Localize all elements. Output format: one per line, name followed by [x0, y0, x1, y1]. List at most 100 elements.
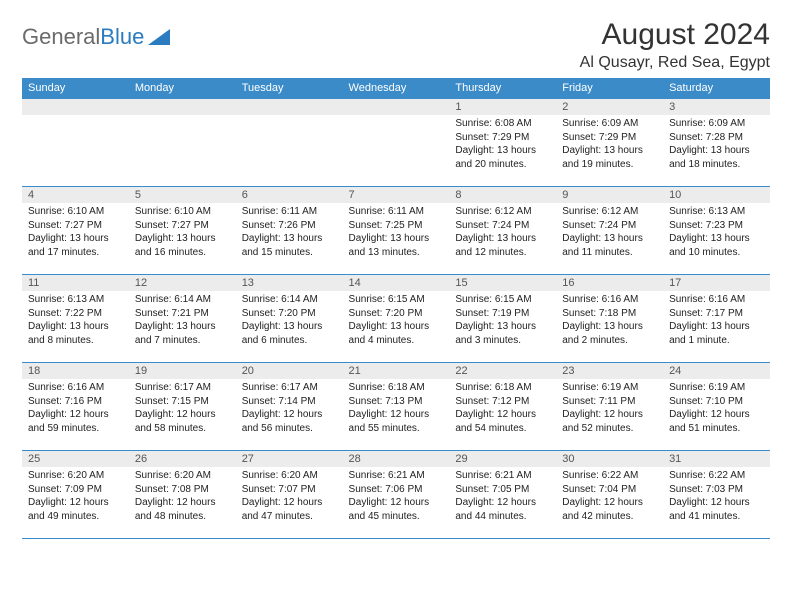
- sunrise-text: Sunrise: 6:14 AM: [242, 293, 337, 307]
- calendar-day-cell: 4Sunrise: 6:10 AMSunset: 7:27 PMDaylight…: [22, 187, 129, 275]
- day-number-row: 26: [129, 451, 236, 467]
- day-number-row: 15: [449, 275, 556, 291]
- day-number: 20: [236, 363, 343, 379]
- calendar-day-cell: 27Sunrise: 6:20 AMSunset: 7:07 PMDayligh…: [236, 451, 343, 539]
- weekday-header: Thursday: [449, 78, 556, 99]
- day-number: 11: [22, 275, 129, 291]
- daylight-text: Daylight: 13 hours and 17 minutes.: [28, 232, 123, 259]
- brand-triangle-icon: [148, 29, 170, 45]
- day-number-row: [236, 99, 343, 115]
- sunset-text: Sunset: 7:14 PM: [242, 395, 337, 409]
- day-info: Sunrise: 6:18 AMSunset: 7:12 PMDaylight:…: [449, 379, 556, 439]
- day-info: Sunrise: 6:19 AMSunset: 7:11 PMDaylight:…: [556, 379, 663, 439]
- sunset-text: Sunset: 7:18 PM: [562, 307, 657, 321]
- calendar-page: GeneralBlue August 2024 Al Qusayr, Red S…: [0, 0, 792, 539]
- day-number-row: 3: [663, 99, 770, 115]
- day-info: Sunrise: 6:12 AMSunset: 7:24 PMDaylight:…: [556, 203, 663, 263]
- day-info: Sunrise: 6:08 AMSunset: 7:29 PMDaylight:…: [449, 115, 556, 175]
- sunset-text: Sunset: 7:13 PM: [349, 395, 444, 409]
- day-number: 9: [556, 187, 663, 203]
- daylight-text: Daylight: 12 hours and 59 minutes.: [28, 408, 123, 435]
- day-info: Sunrise: 6:19 AMSunset: 7:10 PMDaylight:…: [663, 379, 770, 439]
- sunset-text: Sunset: 7:21 PM: [135, 307, 230, 321]
- weekday-header: Friday: [556, 78, 663, 99]
- day-info: Sunrise: 6:16 AMSunset: 7:18 PMDaylight:…: [556, 291, 663, 351]
- day-number-row: 30: [556, 451, 663, 467]
- day-number: 5: [129, 187, 236, 203]
- sunset-text: Sunset: 7:17 PM: [669, 307, 764, 321]
- day-number: 1: [449, 99, 556, 115]
- day-number-row: 29: [449, 451, 556, 467]
- day-number-row: 16: [556, 275, 663, 291]
- day-number: 23: [556, 363, 663, 379]
- sunrise-text: Sunrise: 6:15 AM: [455, 293, 550, 307]
- day-number: 17: [663, 275, 770, 291]
- calendar-day-cell: 1Sunrise: 6:08 AMSunset: 7:29 PMDaylight…: [449, 99, 556, 187]
- calendar-day-cell: 11Sunrise: 6:13 AMSunset: 7:22 PMDayligh…: [22, 275, 129, 363]
- sunset-text: Sunset: 7:23 PM: [669, 219, 764, 233]
- day-info: Sunrise: 6:14 AMSunset: 7:20 PMDaylight:…: [236, 291, 343, 351]
- day-number: 4: [22, 187, 129, 203]
- daylight-text: Daylight: 12 hours and 54 minutes.: [455, 408, 550, 435]
- daylight-text: Daylight: 13 hours and 13 minutes.: [349, 232, 444, 259]
- day-number: 21: [343, 363, 450, 379]
- day-number: 7: [343, 187, 450, 203]
- calendar-week-row: 18Sunrise: 6:16 AMSunset: 7:16 PMDayligh…: [22, 363, 770, 451]
- calendar-day-cell: 22Sunrise: 6:18 AMSunset: 7:12 PMDayligh…: [449, 363, 556, 451]
- day-number-row: 21: [343, 363, 450, 379]
- sunrise-text: Sunrise: 6:20 AM: [242, 469, 337, 483]
- brand-word-1: General: [22, 24, 100, 50]
- calendar-day-cell: 24Sunrise: 6:19 AMSunset: 7:10 PMDayligh…: [663, 363, 770, 451]
- daylight-text: Daylight: 13 hours and 8 minutes.: [28, 320, 123, 347]
- calendar-day-cell: 31Sunrise: 6:22 AMSunset: 7:03 PMDayligh…: [663, 451, 770, 539]
- day-number-row: 22: [449, 363, 556, 379]
- day-number: 19: [129, 363, 236, 379]
- day-info: Sunrise: 6:12 AMSunset: 7:24 PMDaylight:…: [449, 203, 556, 263]
- sunrise-text: Sunrise: 6:15 AM: [349, 293, 444, 307]
- weekday-header: Monday: [129, 78, 236, 99]
- weekday-header: Saturday: [663, 78, 770, 99]
- day-number: 26: [129, 451, 236, 467]
- sunset-text: Sunset: 7:15 PM: [135, 395, 230, 409]
- sunset-text: Sunset: 7:29 PM: [562, 131, 657, 145]
- sunset-text: Sunset: 7:08 PM: [135, 483, 230, 497]
- sunrise-text: Sunrise: 6:10 AM: [28, 205, 123, 219]
- calendar-day-cell: [236, 99, 343, 187]
- weekday-header: Sunday: [22, 78, 129, 99]
- calendar-day-cell: [22, 99, 129, 187]
- daylight-text: Daylight: 13 hours and 6 minutes.: [242, 320, 337, 347]
- sunrise-text: Sunrise: 6:19 AM: [669, 381, 764, 395]
- daylight-text: Daylight: 12 hours and 55 minutes.: [349, 408, 444, 435]
- day-number-row: 28: [343, 451, 450, 467]
- calendar-day-cell: 8Sunrise: 6:12 AMSunset: 7:24 PMDaylight…: [449, 187, 556, 275]
- day-number: 6: [236, 187, 343, 203]
- day-number: 12: [129, 275, 236, 291]
- sunrise-text: Sunrise: 6:16 AM: [28, 381, 123, 395]
- sunset-text: Sunset: 7:26 PM: [242, 219, 337, 233]
- day-number-row: 25: [22, 451, 129, 467]
- weekday-header-row: Sunday Monday Tuesday Wednesday Thursday…: [22, 78, 770, 99]
- daylight-text: Daylight: 12 hours and 42 minutes.: [562, 496, 657, 523]
- day-info: Sunrise: 6:20 AMSunset: 7:07 PMDaylight:…: [236, 467, 343, 527]
- day-info: Sunrise: 6:11 AMSunset: 7:26 PMDaylight:…: [236, 203, 343, 263]
- day-number-row: 23: [556, 363, 663, 379]
- day-info: Sunrise: 6:11 AMSunset: 7:25 PMDaylight:…: [343, 203, 450, 263]
- day-number-row: [343, 99, 450, 115]
- sunrise-text: Sunrise: 6:18 AM: [455, 381, 550, 395]
- sunset-text: Sunset: 7:24 PM: [455, 219, 550, 233]
- calendar-day-cell: 6Sunrise: 6:11 AMSunset: 7:26 PMDaylight…: [236, 187, 343, 275]
- day-number-row: 17: [663, 275, 770, 291]
- sunrise-text: Sunrise: 6:21 AM: [349, 469, 444, 483]
- day-info: Sunrise: 6:18 AMSunset: 7:13 PMDaylight:…: [343, 379, 450, 439]
- day-number-row: 12: [129, 275, 236, 291]
- day-number: 16: [556, 275, 663, 291]
- sunset-text: Sunset: 7:04 PM: [562, 483, 657, 497]
- daylight-text: Daylight: 13 hours and 12 minutes.: [455, 232, 550, 259]
- sunrise-text: Sunrise: 6:19 AM: [562, 381, 657, 395]
- daylight-text: Daylight: 13 hours and 1 minute.: [669, 320, 764, 347]
- calendar-day-cell: 23Sunrise: 6:19 AMSunset: 7:11 PMDayligh…: [556, 363, 663, 451]
- sunrise-text: Sunrise: 6:20 AM: [28, 469, 123, 483]
- daylight-text: Daylight: 12 hours and 41 minutes.: [669, 496, 764, 523]
- weekday-header: Tuesday: [236, 78, 343, 99]
- day-number: 10: [663, 187, 770, 203]
